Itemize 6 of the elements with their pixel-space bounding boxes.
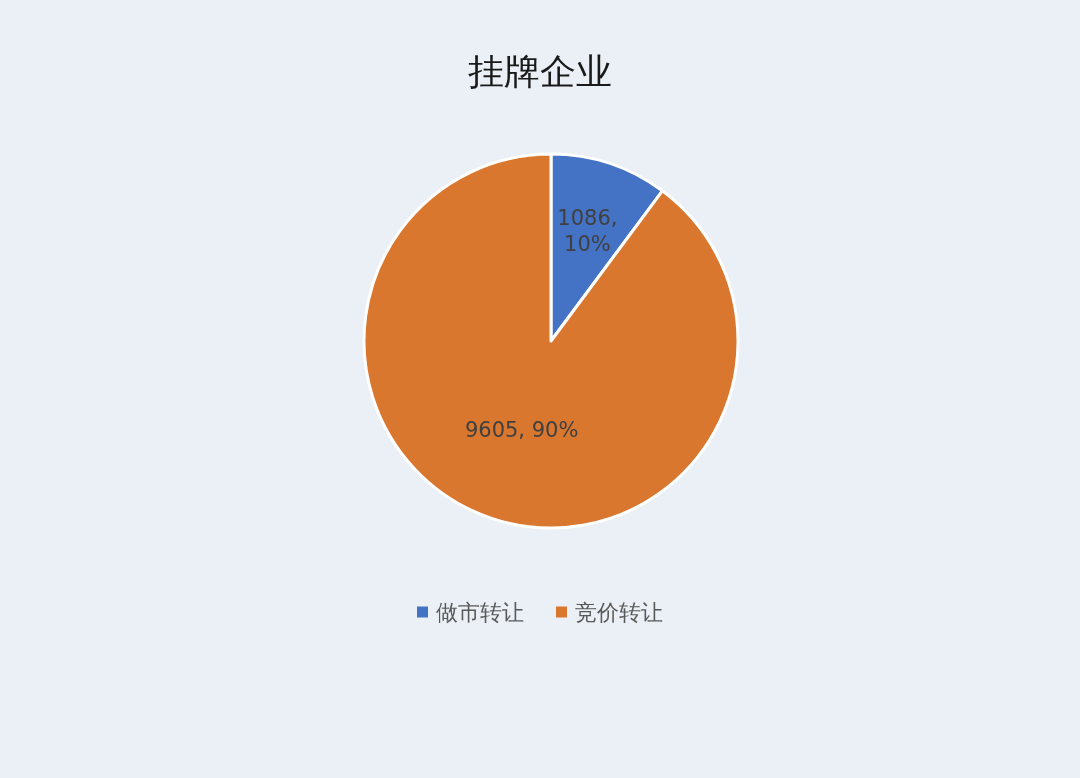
- chart-title: 挂牌企业: [468, 51, 612, 92]
- legend-label: 做市转让: [436, 600, 524, 625]
- pie-slice: [362, 152, 740, 530]
- data-label: 9605, 90%: [464, 417, 579, 442]
- legend-label: 竞价转让: [575, 600, 663, 625]
- data-label: 1086, 10%: [557, 205, 618, 256]
